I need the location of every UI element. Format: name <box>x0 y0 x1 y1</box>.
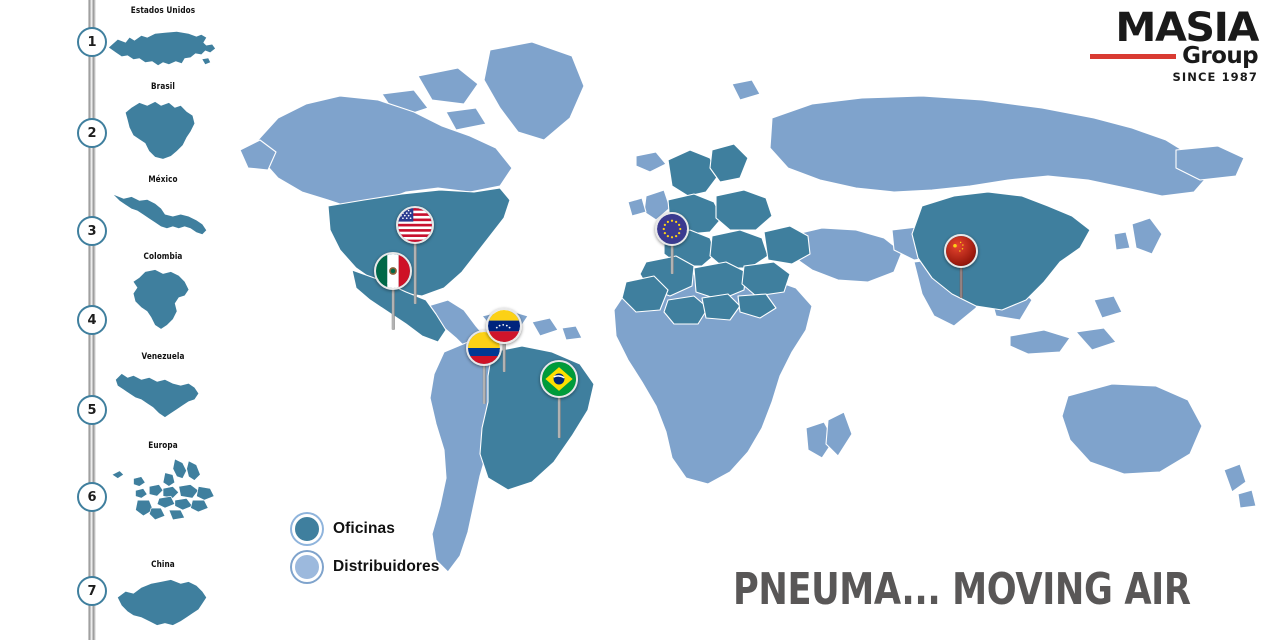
thumbnail-europe[interactable]: Europa <box>104 441 222 524</box>
cn-flag-icon <box>944 234 978 268</box>
thumbnail-united-states[interactable]: Estados Unidos <box>104 6 222 79</box>
pin-stem <box>413 240 417 304</box>
timeline-node-4[interactable]: 4 <box>77 305 107 335</box>
timeline-node-2[interactable]: 2 <box>77 118 107 148</box>
venezuela-shape-icon <box>104 364 222 425</box>
legend-label: Distribuidores <box>333 558 440 575</box>
pin-stem <box>482 362 486 404</box>
legend-swatch-office-icon <box>292 514 322 544</box>
pin-stem <box>502 340 506 372</box>
thumbnail-label: México <box>148 175 178 185</box>
map-pin-united-states[interactable] <box>396 206 434 304</box>
thumbnail-mexico[interactable]: México <box>104 175 222 242</box>
united-states-shape-icon <box>104 18 222 79</box>
tagline: PNEUMA... MOVING AIR <box>733 564 1191 615</box>
thumbnail-label: Colombia <box>143 252 183 262</box>
us-flag-icon <box>396 206 434 244</box>
legend-label: Oficinas <box>333 520 395 537</box>
thumbnail-china[interactable]: China <box>104 560 222 633</box>
timeline-node-5[interactable]: 5 <box>77 395 107 425</box>
pin-stem <box>959 264 963 298</box>
thumbnail-colombia[interactable]: Colombia <box>104 252 222 335</box>
thumbnail-label: Estados Unidos <box>130 6 196 16</box>
pin-stem <box>670 242 674 274</box>
logo-wordmark: MASIA <box>1115 5 1259 51</box>
timeline-node-1[interactable]: 1 <box>77 27 107 57</box>
eu-flag-icon <box>655 212 689 246</box>
mexico-shape-icon <box>104 187 222 242</box>
ve-flag-icon <box>486 308 522 344</box>
masia-group-logo[interactable]: MASIA Group SINCE 1987 <box>1068 8 1259 84</box>
legend-swatch-distributor-icon <box>292 552 322 582</box>
europe-shape-icon <box>104 453 222 524</box>
pin-stem <box>557 394 561 438</box>
logo-group-row: Group <box>1068 42 1259 69</box>
map-pin-venezuela[interactable] <box>486 308 522 372</box>
thumbnail-venezuela[interactable]: Venezuela <box>104 352 222 425</box>
china-shape-icon <box>104 572 222 633</box>
map-pin-mexico[interactable] <box>374 252 412 330</box>
legend-item-oficinas[interactable]: Oficinas <box>292 510 439 548</box>
logo-red-bar <box>1090 53 1177 59</box>
map-legend: Oficinas Distribuidores <box>292 510 439 586</box>
colombia-shape-icon <box>104 264 222 335</box>
brazil-shape-icon <box>104 94 222 165</box>
logo-subwordmark: Group <box>1182 42 1258 69</box>
map-landmass-light <box>239 41 1257 573</box>
thumbnail-label: Europa <box>148 441 178 451</box>
timeline-rail: 1 2 3 4 5 6 7 <box>77 0 107 640</box>
country-thumbnail-list: Estados Unidos Brasil México Colombia Ve <box>104 0 222 640</box>
timeline-node-3[interactable]: 3 <box>77 216 107 246</box>
thumbnail-label: Venezuela <box>141 352 185 362</box>
mx-flag-icon <box>374 252 412 290</box>
timeline-node-7[interactable]: 7 <box>77 576 107 606</box>
br-flag-icon <box>540 360 578 398</box>
timeline-node-6[interactable]: 6 <box>77 482 107 512</box>
thumbnail-label: China <box>151 560 175 570</box>
logo-since-text: SINCE 1987 <box>1172 70 1258 84</box>
map-pin-china[interactable] <box>944 234 978 298</box>
thumbnail-label: Brasil <box>151 82 175 92</box>
map-pin-brazil[interactable] <box>540 360 578 438</box>
legend-item-distribuidores[interactable]: Distribuidores <box>292 548 439 586</box>
pin-stem <box>391 286 395 330</box>
thumbnail-brazil[interactable]: Brasil <box>104 82 222 165</box>
map-pin-europe[interactable] <box>655 212 689 274</box>
